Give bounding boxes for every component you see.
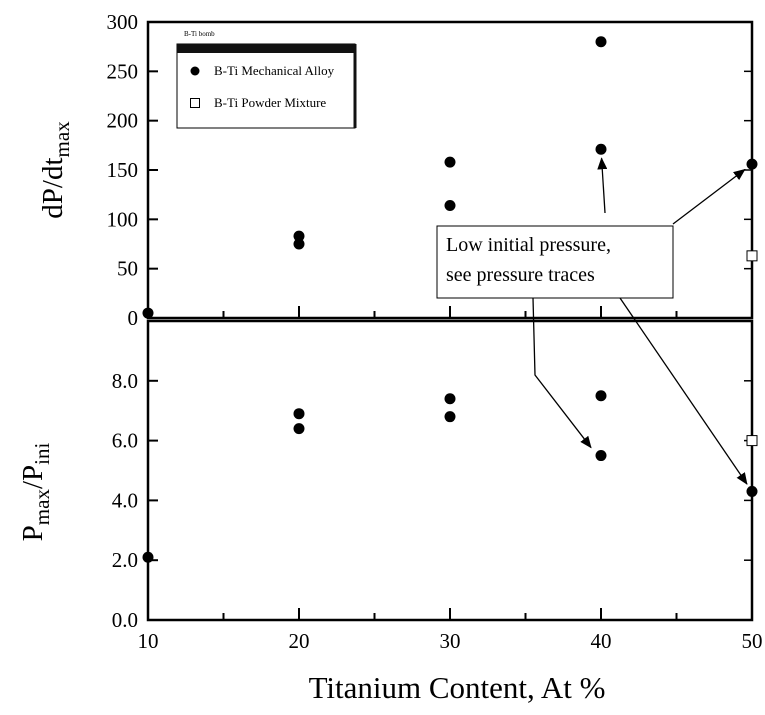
annotation-arrow bbox=[619, 297, 748, 485]
bottom-y-tick-label: 4.0 bbox=[112, 488, 138, 512]
svg-text:Pmax/Pini: Pmax/Pini bbox=[17, 443, 54, 542]
top-alloy-point bbox=[444, 200, 456, 212]
legend-marker-powder bbox=[190, 98, 200, 108]
bottom-alloy-point bbox=[444, 393, 456, 405]
annotation-line-2: see pressure traces bbox=[446, 264, 595, 286]
top-y-tick-label: 300 bbox=[107, 10, 139, 34]
top-y-tick-label: 250 bbox=[107, 59, 139, 83]
legend-marker-alloy bbox=[190, 66, 200, 76]
legend-header-text: B-Ti bomb bbox=[184, 30, 215, 38]
x-tick-label: 10 bbox=[138, 629, 159, 653]
annotation-arrow bbox=[597, 157, 608, 214]
x-tick-label: 50 bbox=[742, 629, 763, 653]
bottom-alloy-point bbox=[595, 390, 607, 402]
top-ylabel-main: dP/dt bbox=[37, 157, 69, 218]
legend-label-powder: B-Ti Powder Mixture bbox=[214, 95, 326, 110]
annotation: Low initial pressure, see pressure trace… bbox=[436, 225, 674, 299]
bottom-alloy-point bbox=[293, 408, 305, 420]
top-alloy-point bbox=[746, 158, 758, 170]
top-panel: 0 50 100 150 200 250 300 bbox=[107, 10, 758, 330]
legend: B-Ti bomb B-Ti Mechanical Alloy B-Ti Pow… bbox=[176, 30, 357, 129]
bottom-y-tick-label: 6.0 bbox=[112, 429, 138, 453]
bottom-panel: 0.0 2.0 4.0 6.0 8.0 bbox=[112, 319, 758, 632]
top-y-axis-title: dP/dtmax bbox=[37, 121, 74, 219]
top-powder-point bbox=[746, 250, 758, 262]
annotation-line-1: Low initial pressure, bbox=[446, 234, 611, 256]
top-ylabel-sub: max bbox=[50, 121, 74, 158]
top-alloy-point bbox=[595, 36, 607, 48]
bottom-alloy-point bbox=[595, 450, 607, 462]
top-y-tick-label: 0 bbox=[128, 306, 139, 330]
annotation-box bbox=[436, 225, 674, 299]
bottom-ylabel-sub1: max bbox=[30, 489, 54, 526]
x-axis-title: Titanium Content, At % bbox=[309, 670, 606, 705]
top-y-tick-label: 200 bbox=[107, 109, 139, 133]
bottom-alloy-point bbox=[293, 423, 305, 435]
annotation-arrows bbox=[532, 157, 748, 485]
bottom-ylabel-main: P bbox=[17, 525, 49, 541]
bottom-y-axis-title: Pmax/Pini bbox=[17, 443, 54, 542]
x-tick-label: 30 bbox=[440, 629, 461, 653]
bottom-powder-point bbox=[746, 435, 758, 447]
annotation-arrow bbox=[672, 168, 746, 225]
top-alloy-point bbox=[595, 143, 607, 155]
bottom-panel-frame bbox=[146, 319, 754, 622]
top-alloy-point bbox=[293, 238, 305, 250]
bottom-alloy-point bbox=[444, 411, 456, 423]
bottom-y-tick-label: 8.0 bbox=[112, 369, 138, 393]
top-alloy-point bbox=[142, 307, 154, 319]
legend-label-alloy: B-Ti Mechanical Alloy bbox=[214, 63, 335, 78]
bottom-y-tick-label: 0.0 bbox=[112, 608, 138, 632]
bottom-ylabel-sub2: ini bbox=[30, 443, 54, 465]
top-y-tick-label: 150 bbox=[107, 158, 139, 182]
top-y-tick-label: 50 bbox=[117, 257, 138, 281]
annotation-arrow bbox=[532, 297, 592, 449]
top-y-tick-label: 100 bbox=[107, 207, 139, 231]
x-tick-label: 20 bbox=[289, 629, 310, 653]
top-alloy-point bbox=[444, 156, 456, 168]
bottom-alloy-point bbox=[746, 485, 758, 497]
bottom-alloy-point bbox=[142, 551, 154, 563]
legend-header-bar bbox=[177, 44, 355, 53]
legend-box bbox=[176, 43, 356, 129]
svg-text:dP/dtmax: dP/dtmax bbox=[37, 121, 74, 219]
x-tick-label: 40 bbox=[591, 629, 612, 653]
bottom-y-tick-label: 2.0 bbox=[112, 548, 138, 572]
bottom-ylabel-mid: /P bbox=[17, 465, 49, 489]
panels-layer: 0 50 100 150 200 250 300 0.0 2.0 4.0 6.0 8.0 10 20 30 4… bbox=[107, 10, 763, 653]
top-alloy-point bbox=[293, 230, 305, 242]
